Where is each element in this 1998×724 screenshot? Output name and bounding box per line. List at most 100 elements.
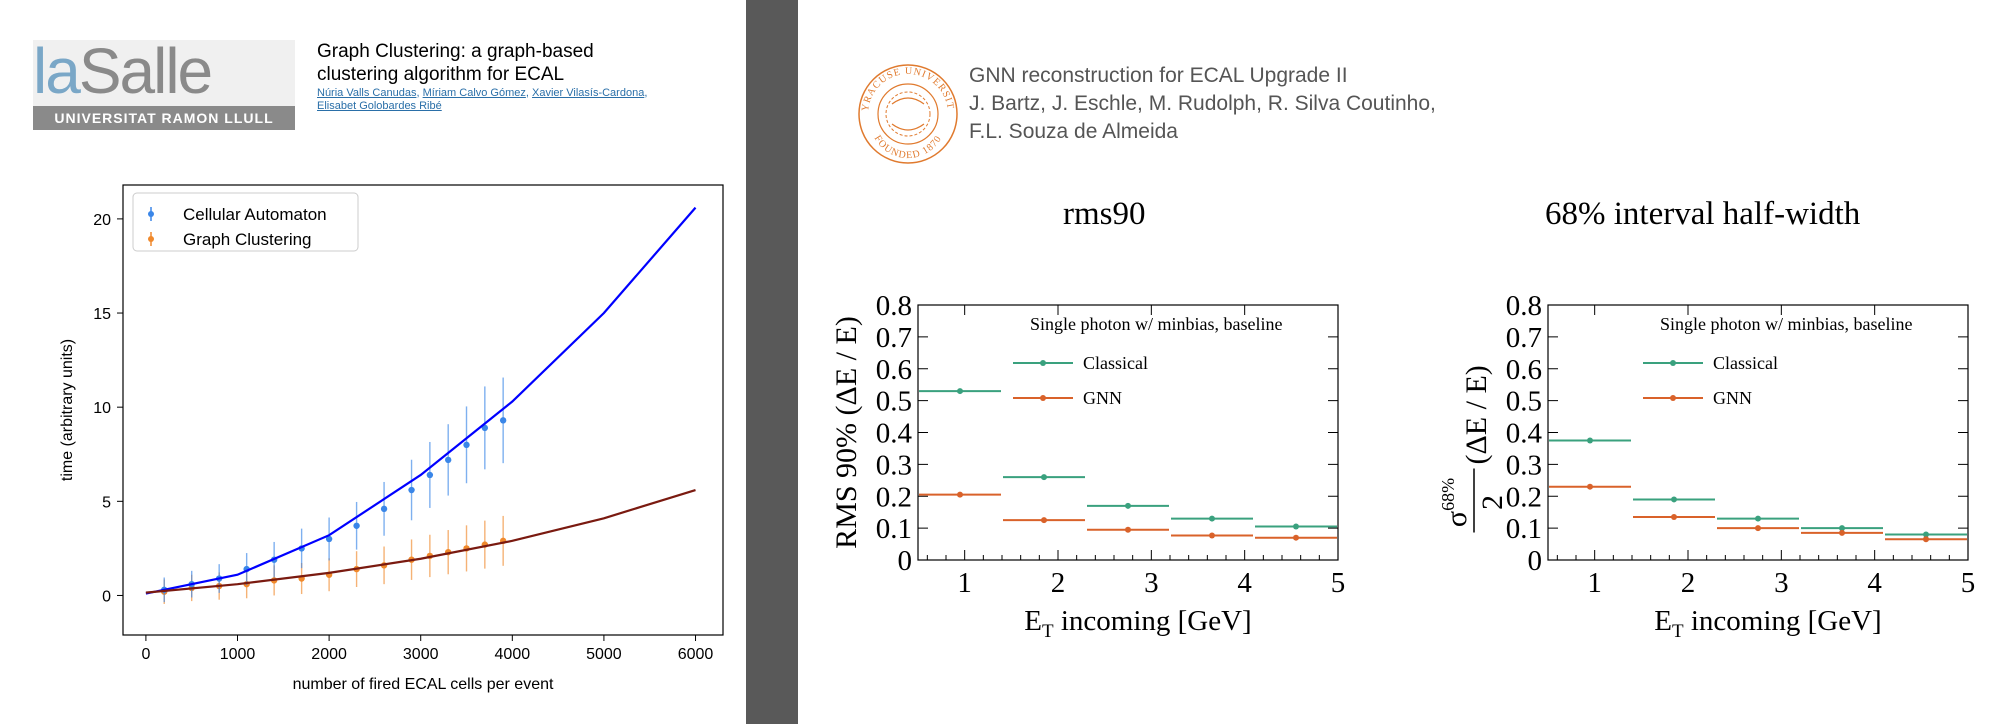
y-tick-label: 5 [102,494,111,511]
y-label-denominator: 2 [1476,495,1509,510]
legend-marker [1040,395,1046,401]
slide-divider [746,0,798,724]
y-tick-label: 0.5 [1506,386,1542,418]
step-point [1587,437,1593,444]
cellular-automaton-point [408,486,415,494]
cellular-automaton-point [380,505,388,513]
paper-title: Graph Clustering: a graph-based clusteri… [317,40,677,86]
lasalle-logo: laSalle UNIVERSITAT RAMON LLULL [33,35,295,130]
talk-header: GNN reconstruction for ECAL Upgrade II J… [969,62,1529,146]
y-tick-label: 0 [1528,545,1543,577]
legend-label: GNN [1083,388,1122,408]
y-tick-label: 0.2 [876,481,912,513]
y-tick-label: 0.1 [1506,513,1542,545]
y-tick-label: 20 [93,212,111,229]
y-tick-label: 0.7 [876,322,912,354]
step-point [1041,517,1047,524]
y-tick-label: 0.4 [876,418,913,450]
timing-scatter-chart: 0 1000 2000 3000 4000 5000 6000 0 5 10 15 20 number … [59,184,724,693]
gnn-series [919,491,1337,541]
right-panel: SYRACUSE UNIVERSITY FOUNDED 1870 GNN rec… [798,0,1998,724]
legend-label: Classical [1713,353,1778,373]
svg-text:SYRACUSE UNIVERSITY: SYRACUSE UNIVERSITY [856,62,956,112]
classical-series [919,388,1337,530]
y-tick-label: 0.7 [1506,322,1542,354]
x-tick-label: 2000 [311,646,347,663]
y-axis-label: time (arbitrary units) [59,339,76,481]
y-tick-label: 0.8 [876,290,912,322]
legend-label: Cellular Automaton [183,205,327,224]
y-tick-label: 15 [93,306,111,323]
step-point [1209,532,1215,539]
legend-marker [1670,395,1676,401]
step-point [1041,474,1047,481]
gnn-series [1549,483,1967,543]
x-tick-label: 5000 [586,646,622,663]
y-tick-label: 10 [93,400,111,417]
syracuse-seal-icon: SYRACUSE UNIVERSITY FOUNDED 1870 [856,62,958,164]
author-link[interactable]: Núria Valls Canudas [317,87,417,99]
logo-la: la [33,35,81,107]
left-panel: laSalle UNIVERSITAT RAMON LLULL Graph Cl… [0,0,746,724]
step-point [1839,525,1845,532]
cellular-automaton-point [426,471,434,479]
step-point [1671,513,1677,520]
x-tick-label: 5 [1331,567,1346,599]
x-tick-label: 4 [1237,567,1252,599]
author-link[interactable]: Elisabet Golobardes Ribé [317,100,442,112]
plot-frame [122,184,724,636]
legend-label: GNN [1713,388,1752,408]
step-point [1293,523,1299,530]
step-point [1923,531,1929,538]
graph-clustering-series [161,515,507,604]
step-point [1125,526,1131,533]
subtitle-rms90: rms90 [1063,196,1146,232]
x-tick-label: 4 [1867,567,1882,599]
x-tick-label: 1 [1587,567,1602,599]
legend-label: Graph Clustering [183,230,312,249]
author-link[interactable]: Xavier Vilasís-Cardona [532,87,645,99]
y-tick-label: 0.3 [1506,449,1542,481]
x-tick-label: 3 [1144,567,1159,599]
x-tick-label: 0 [141,646,150,663]
step-point [1587,483,1593,490]
x-tick-label: 4000 [495,646,531,663]
y-tick-label: 0.4 [1506,418,1543,450]
legend: Cellular Automaton Graph Clustering [132,192,359,252]
x-tick-label: 5 [1961,567,1976,599]
plot-frame [917,304,1339,561]
legend-marker [1040,360,1046,366]
step-point [1671,496,1677,503]
step-point [1755,515,1761,522]
cellular-automaton-point [353,522,360,529]
logo-bar: UNIVERSITAT RAMON LLULL [33,106,295,130]
y-tick-label: 0.2 [1506,481,1542,513]
step-point [957,491,963,498]
svg-text:FOUNDED 1870: FOUNDED 1870 [872,133,944,161]
step-point [1839,529,1845,536]
interval68-chart: 00.10.20.30.40.50.60.70.8 1 2 3 4 5 ET incomin… [1438,290,1976,642]
x-tick-label: 2 [1681,567,1696,599]
author-list: Núria Valls Canudas, Míriam Calvo Gómez,… [317,87,648,112]
x-tick-label: 3000 [403,646,439,663]
step-point [1293,534,1299,541]
talk-authors-2: F.L. Souza de Almeida [969,120,1178,143]
chart-annotation: Single photon w/ minbias, baseline [1660,314,1912,334]
x-axis-label: ET incoming [GeV] [1024,605,1251,642]
title-line-2: clustering algorithm for ECAL [317,64,565,85]
y-tick-label: 0 [898,545,913,577]
legend-marker [1670,360,1676,366]
y-axis-label: σ68% 2 (ΔE / E) [1438,365,1509,533]
plot-frame [1547,304,1969,561]
gc-fit-curve [145,488,696,594]
x-tick-label: 1 [957,567,972,599]
author-link[interactable]: Míriam Calvo Gómez [422,87,526,99]
x-tick-label: 1000 [220,646,256,663]
cellular-automaton-series [161,377,507,603]
legend-marker [148,236,154,242]
y-tick-label: 0.6 [876,354,912,386]
step-point [1209,515,1215,522]
y-tick-label: 0.5 [876,386,912,418]
legend-label: Classical [1083,353,1148,373]
x-tick-label: 6000 [678,646,714,663]
